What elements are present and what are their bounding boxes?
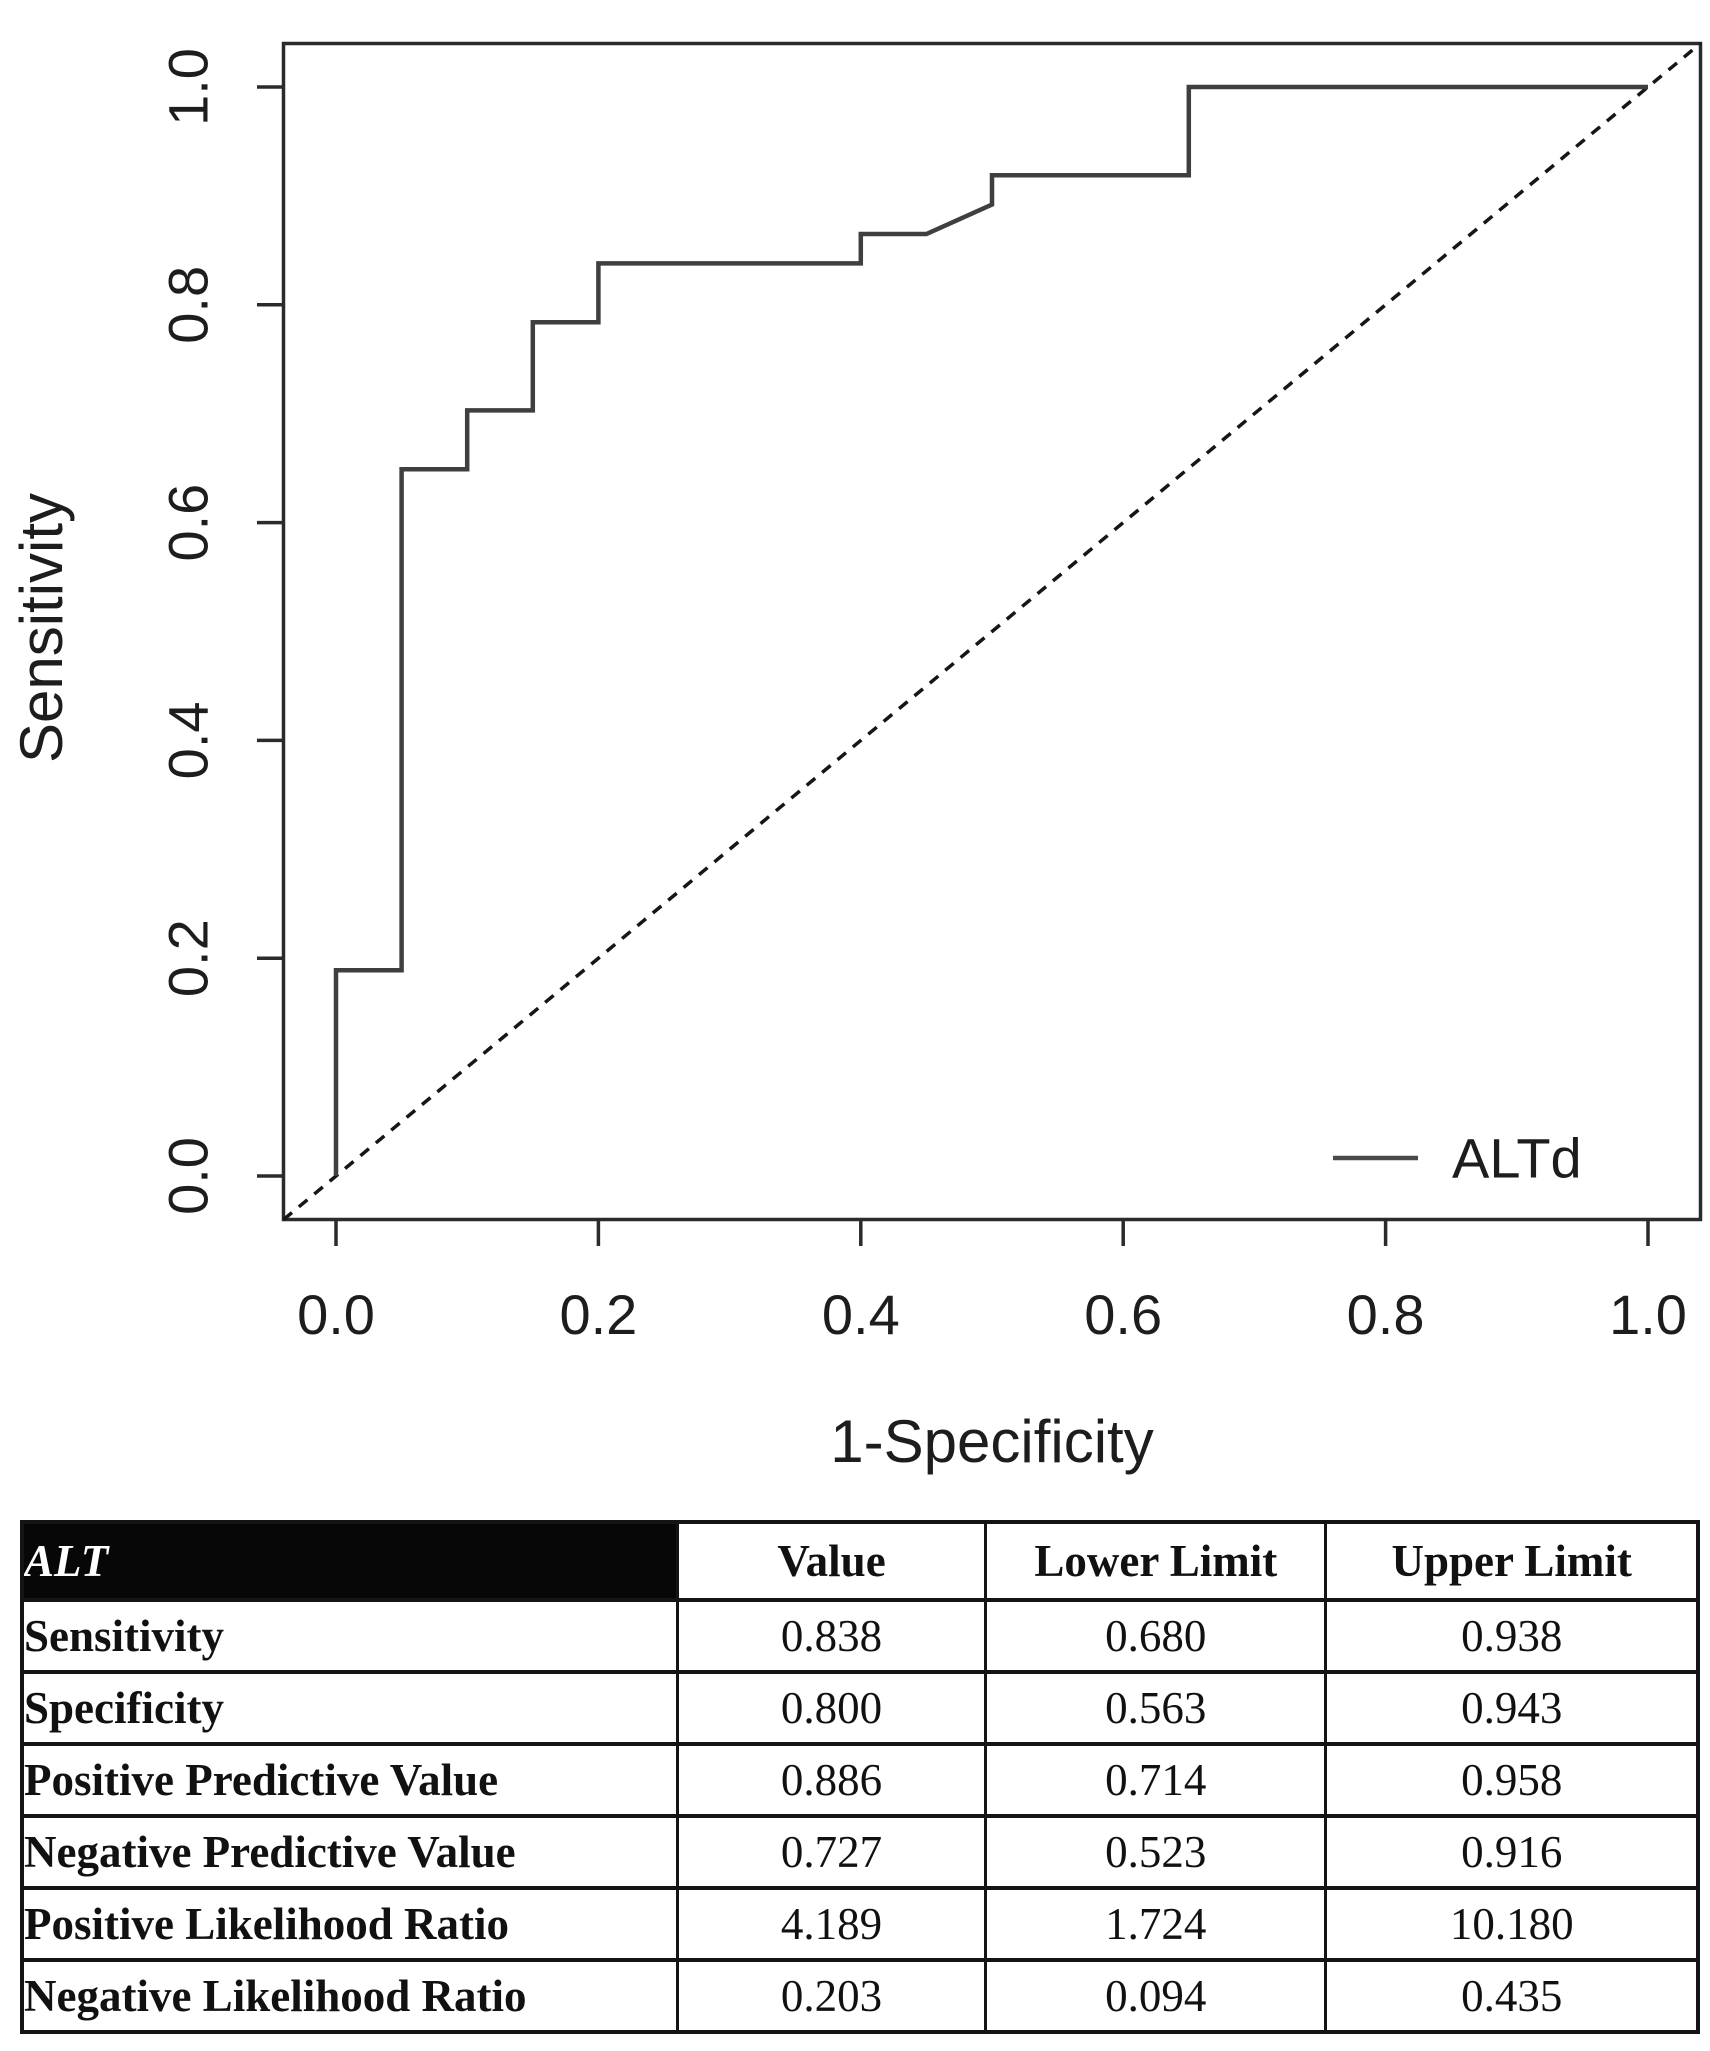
row-upper-limit: 0.943 (1324, 1670, 1700, 1746)
y-tick-label: 0.0 (157, 1137, 220, 1215)
row-label: Positive Likelihood Ratio (20, 1886, 679, 1962)
row-lower-limit: 0.094 (984, 1958, 1328, 2034)
row-value: 0.886 (675, 1742, 988, 1818)
table-row: Negative Predictive Value 0.727 0.523 0.916 (20, 1814, 1700, 1890)
row-label: Negative Likelihood Ratio (20, 1958, 679, 2034)
row-upper-limit: 0.958 (1324, 1742, 1700, 1818)
row-value: 0.727 (675, 1814, 988, 1890)
row-upper-limit: 10.180 (1324, 1886, 1700, 1962)
x-tick-label: 0.4 (822, 1283, 900, 1346)
table-corner-cell-alt: ALT (20, 1520, 679, 1602)
column-header-value: Value (675, 1520, 988, 1602)
chance-diagonal-line (282, 42, 1702, 1221)
table-header-row: ALT Value Lower Limit Upper Limit (20, 1520, 1700, 1602)
y-tick-label: 0.8 (157, 266, 220, 344)
x-tick-label: 0.8 (1347, 1283, 1425, 1346)
table-row: Specificity 0.800 0.563 0.943 (20, 1670, 1700, 1746)
legend: ALTd (1333, 1127, 1582, 1190)
roc-plot: 0.0 0.2 0.4 0.6 0.8 1.0 0.0 0.2 0.4 0.6 0.8 1.0 AL… (8, 41, 1703, 1475)
x-axis-ticks: 0.0 0.2 0.4 0.6 0.8 1.0 (297, 1219, 1687, 1346)
column-header-upper-limit: Upper Limit (1324, 1520, 1700, 1602)
row-lower-limit: 0.680 (984, 1598, 1328, 1674)
x-tick-label: 0.2 (559, 1283, 637, 1346)
legend-label: ALTd (1452, 1127, 1582, 1190)
row-label: Specificity (20, 1670, 679, 1746)
row-value: 0.203 (675, 1958, 988, 2034)
metrics-table-container: ALT Value Lower Limit Upper Limit Sensit… (20, 1520, 1700, 2034)
y-axis-ticks: 0.0 0.2 0.4 0.6 0.8 1.0 (157, 48, 284, 1215)
x-tick-label: 1.0 (1609, 1283, 1687, 1346)
row-label: Positive Predictive Value (20, 1742, 679, 1818)
row-upper-limit: 0.435 (1324, 1958, 1700, 2034)
y-tick-label: 0.6 (157, 484, 220, 562)
metrics-table-body: Sensitivity 0.838 0.680 0.938 Specificity 0.8… (20, 1598, 1700, 2034)
table-row: Sensitivity 0.838 0.680 0.938 (20, 1598, 1700, 1674)
row-lower-limit: 0.714 (984, 1742, 1328, 1818)
roc-curve-line (333, 84, 1648, 1176)
x-tick-label: 0.6 (1084, 1283, 1162, 1346)
table-row: Positive Likelihood Ratio 4.189 1.724 10.18… (20, 1886, 1700, 1962)
table-row: Positive Predictive Value 0.886 0.714 0.958 (20, 1742, 1700, 1818)
row-label: Sensitivity (20, 1598, 679, 1674)
metrics-table: ALT Value Lower Limit Upper Limit Sensit… (20, 1520, 1700, 2034)
row-lower-limit: 0.563 (984, 1670, 1328, 1746)
y-tick-label: 0.4 (157, 701, 220, 779)
plot-box (281, 41, 1703, 1222)
row-value: 4.189 (675, 1886, 988, 1962)
row-lower-limit: 0.523 (984, 1814, 1328, 1890)
y-tick-label: 1.0 (157, 48, 220, 126)
x-tick-label: 0.0 (297, 1283, 375, 1346)
y-tick-label: 0.2 (157, 919, 220, 997)
row-lower-limit: 1.724 (984, 1886, 1328, 1962)
row-value: 0.838 (675, 1598, 988, 1674)
row-value: 0.800 (675, 1670, 988, 1746)
row-label: Negative Predictive Value (20, 1814, 679, 1890)
x-axis-title: 1-Specificity (830, 1408, 1153, 1475)
table-row: Negative Likelihood Ratio 0.203 0.094 0.435 (20, 1958, 1700, 2034)
y-axis-title: Sensitivity (8, 493, 75, 763)
column-header-lower-limit: Lower Limit (984, 1520, 1328, 1602)
row-upper-limit: 0.938 (1324, 1598, 1700, 1674)
row-upper-limit: 0.916 (1324, 1814, 1700, 1890)
